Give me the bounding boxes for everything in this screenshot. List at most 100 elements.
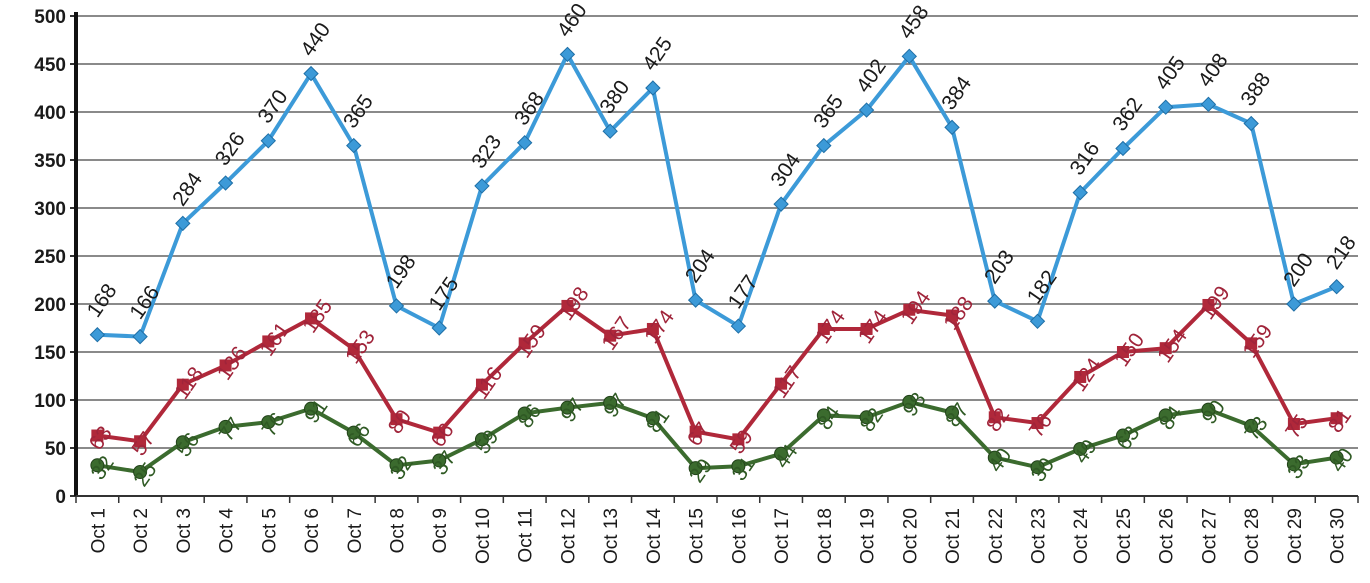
y-tick-label: 200 [34, 295, 66, 316]
data-point [988, 411, 1001, 424]
x-tick-label: Oct 7 [345, 508, 366, 553]
data-point [1200, 96, 1217, 113]
data-point [217, 175, 234, 191]
data-label: 167 [597, 313, 636, 355]
data-point [730, 318, 747, 334]
data-label: 458 [895, 1, 934, 43]
data-label: 82 [982, 404, 1014, 436]
data-point [1072, 184, 1088, 201]
data-point [559, 46, 576, 63]
data-point [175, 215, 191, 232]
data-label: 98 [899, 388, 931, 420]
data-point [561, 299, 574, 312]
data-label: 97 [599, 389, 631, 421]
data-point [474, 432, 489, 447]
data-label: 87 [941, 399, 973, 431]
data-point [261, 415, 276, 430]
data-point [1159, 342, 1172, 355]
data-point [1244, 418, 1259, 433]
y-tick-label: 450 [34, 55, 66, 76]
data-point [945, 405, 960, 420]
data-point [816, 137, 832, 154]
data-point [1031, 417, 1044, 430]
data-label: 194 [897, 286, 936, 328]
data-point [689, 425, 702, 438]
data-point [1074, 370, 1087, 383]
data-point [517, 406, 532, 421]
data-label: 49 [1069, 436, 1101, 468]
data-label: 56 [172, 429, 204, 461]
data-label: 218 [1322, 232, 1361, 274]
y-tick-label: 0 [55, 487, 66, 508]
data-point [773, 196, 789, 212]
data-label: 402 [852, 55, 891, 97]
data-label: 44 [770, 440, 802, 473]
data-point [175, 435, 190, 450]
x-tick-label: Oct 6 [302, 508, 323, 553]
data-label: 175 [424, 273, 463, 315]
data-label: 150 [1110, 329, 1149, 371]
data-point [1286, 296, 1302, 312]
data-point [560, 400, 575, 415]
data-label: 118 [170, 363, 208, 404]
data-label: 82 [856, 404, 888, 436]
data-point [390, 413, 403, 426]
data-point [1286, 457, 1301, 472]
x-tick-label: Oct 29 [1285, 508, 1306, 564]
y-tick-label: 350 [34, 151, 66, 172]
data-point [218, 419, 233, 434]
data-point [860, 322, 873, 335]
data-label: 405 [1151, 52, 1190, 94]
data-point [346, 425, 361, 440]
data-label: 368 [510, 88, 549, 130]
data-label: 76 [1025, 410, 1057, 442]
data-point [645, 411, 660, 426]
data-point [731, 459, 746, 474]
data-point [946, 309, 959, 322]
data-point [645, 80, 661, 96]
data-point [432, 453, 447, 468]
x-tick-label: Oct 15 [687, 508, 708, 564]
data-point [303, 65, 319, 82]
y-axis: 0 50 100 150 200 250 300 350 400 450 500 [34, 7, 78, 508]
data-label: 388 [1236, 68, 1275, 110]
data-point [1329, 450, 1344, 465]
x-tick-label: Oct 18 [815, 508, 836, 564]
data-label: 75 [1281, 411, 1313, 443]
series-line-2 [97, 303, 1337, 444]
data-point [133, 465, 148, 479]
x-tick-label: Oct 14 [644, 508, 665, 564]
data-point [176, 378, 189, 391]
data-label: 174 [854, 306, 893, 348]
data-label: 199 [1196, 282, 1235, 324]
data-point [859, 410, 874, 425]
data-point [1073, 441, 1088, 456]
data-label: 57 [127, 428, 159, 460]
x-tick-label: Oct 20 [900, 508, 921, 564]
data-label: 370 [254, 86, 293, 128]
x-tick-label: Oct 4 [217, 508, 238, 554]
data-point [89, 327, 106, 343]
x-tick-label: Oct 11 [516, 508, 537, 563]
data-point [817, 322, 830, 335]
data-point [431, 320, 447, 336]
data-label: 33 [1283, 451, 1315, 483]
data-label: 77 [215, 413, 247, 445]
data-point [262, 335, 275, 348]
data-label: 84 [1155, 402, 1187, 435]
data-point [475, 378, 488, 391]
data-label: 80 [384, 406, 416, 438]
x-tick-label: Oct 23 [1029, 508, 1050, 564]
data-point [1029, 313, 1046, 329]
x-tick-label: Oct 28 [1242, 508, 1263, 564]
data-point [389, 458, 404, 473]
data-point [518, 337, 531, 350]
data-label: 408 [1194, 49, 1233, 91]
x-axis: Oct 1 Oct 2 Oct 3 Oct 4 Oct 5 Oct 6 Oct 7 Oct 8… [75, 495, 1359, 564]
data-point [1115, 140, 1131, 157]
data-label: 425 [638, 33, 677, 75]
data-point [732, 433, 745, 446]
y-tick-label: 50 [45, 439, 66, 460]
data-label: 365 [809, 91, 848, 133]
